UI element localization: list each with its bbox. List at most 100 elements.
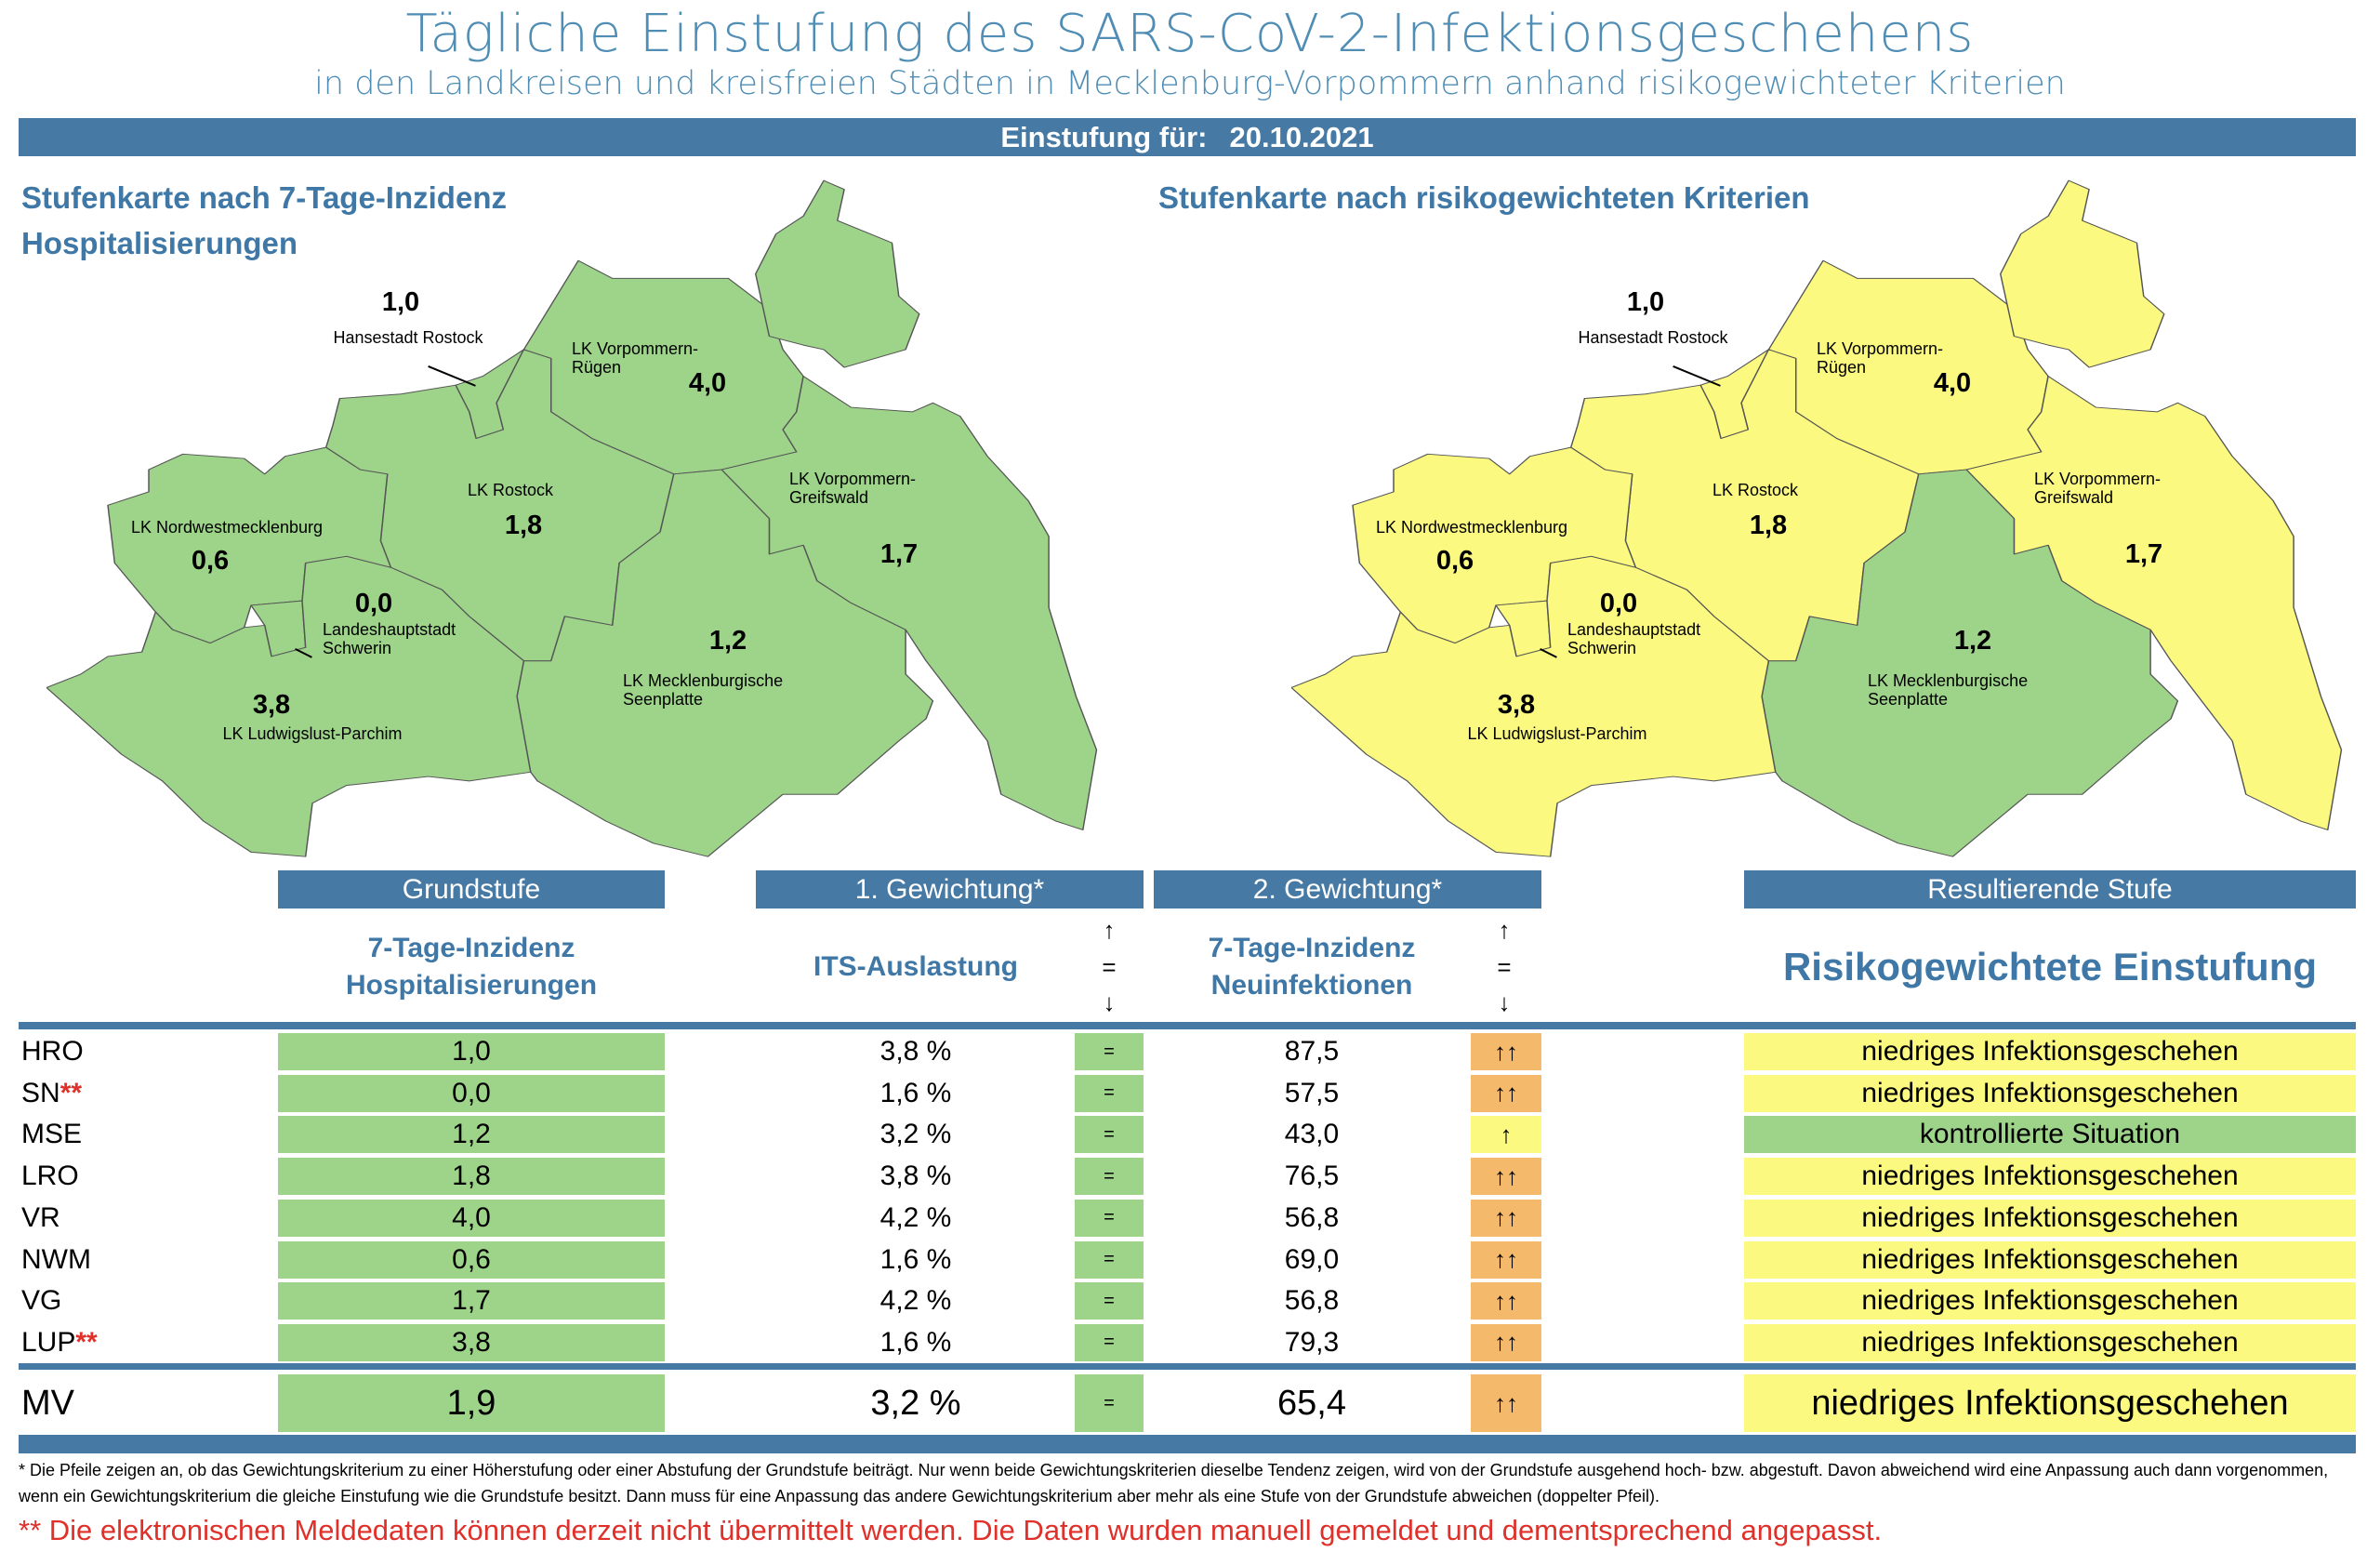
result-cell-text: niedriges Infektionsgeschehen	[1861, 1036, 2239, 1067]
neuinfektionen-cell-text: 87,5	[1284, 1036, 1340, 1067]
table-row: SN ** 0,0 1,6 % = 57,5 ↑↑ niedriges Infektionsg…	[0, 1074, 2380, 1112]
its-arrow-cell: =	[1075, 1033, 1144, 1070]
region-label: LK Ludwigslust-Parchim	[1467, 724, 1647, 743]
neuinfektionen-arrow-cell-text: ↑↑	[1494, 1286, 1518, 1315]
grundstufe-cell: 1,2	[278, 1116, 665, 1154]
neuinfektionen-arrow-cell: ↑	[1471, 1116, 1541, 1154]
neuinfektionen-cell-text: 76,5	[1284, 1160, 1340, 1192]
its-arrow-cell-text: =	[1104, 1207, 1115, 1228]
neuinfektionen-arrow-cell-text: ↑↑	[1494, 1328, 1518, 1357]
neuinfektionen-cell-text: 79,3	[1284, 1326, 1340, 1358]
manual-data-marker: **	[60, 1077, 83, 1108]
region-label: LK Mecklenburgische Seenplatte	[1868, 671, 2029, 709]
header-gewichtung-1: 1. Gewichtung*	[756, 870, 1144, 908]
neuinfektionen-cell: 69,0	[1167, 1241, 1457, 1279]
its-cell-text: 4,2 %	[879, 1201, 952, 1233]
subheader-neuinfektionen: 7-Tage-Inzidenz Neuinfektionen	[1208, 933, 1416, 1001]
neuinfektionen-arrow-cell-text: ↑↑	[1494, 1203, 1518, 1232]
left-map-svg	[46, 179, 1098, 857]
district-code: VG	[21, 1282, 61, 1320]
grundstufe-cell: 0,0	[278, 1074, 665, 1112]
result-cell: niedriges Infektionsgeschehen	[1744, 1074, 2356, 1112]
region-label: Landeshauptstadt Schwerin	[1567, 620, 1701, 657]
region-label: Hansestadt Rostock	[1578, 328, 1728, 347]
its-arrow-cell: =	[1075, 1074, 1144, 1112]
table-row: LUP ** 3,8 1,6 % = 79,3 ↑↑ niedriges Infektions…	[0, 1323, 2380, 1361]
district-code: MV	[21, 1374, 74, 1432]
its-arrow-cell-text: =	[1104, 1249, 1115, 1269]
grundstufe-cell: 1,9	[278, 1374, 665, 1432]
total-row: MV 1,9 3,2 % = 65,4 ↑↑ niedriges Infektionsges…	[0, 1374, 2380, 1432]
date-value: 20.10.2021	[1229, 120, 1374, 153]
result-cell: niedriges Infektionsgeschehen	[1744, 1240, 2356, 1279]
its-cell: 3,8 %	[772, 1033, 1060, 1070]
manual-data-marker: **	[75, 1326, 98, 1358]
result-cell: niedriges Infektionsgeschehen	[1744, 1323, 2356, 1361]
district-code: LUP **	[21, 1324, 98, 1361]
result-cell: niedriges Infektionsgeschehen	[1744, 1199, 2356, 1237]
neuinfektionen-cell-text: 69,0	[1284, 1243, 1340, 1275]
page-title: Tägliche Einstufung des SARS-CoV-2-Infek…	[405, 4, 1975, 64]
its-cell-text: 1,6 %	[879, 1326, 952, 1358]
neuinfektionen-cell-text: 56,8	[1284, 1201, 1340, 1233]
region-label: LK Mecklenburgische Seenplatte	[623, 671, 784, 709]
neuinfektionen-cell: 76,5	[1167, 1158, 1457, 1195]
region-label: LK Nordwestmecklenburg	[1375, 518, 1568, 537]
result-cell-text: niedriges Infektionsgeschehen	[1861, 1285, 2239, 1317]
grundstufe-cell-text: 0,6	[452, 1243, 491, 1275]
region-value: 4,0	[688, 368, 727, 398]
equal-icon: =	[1102, 953, 1117, 981]
region-value: 0,0	[354, 589, 393, 618]
its-cell-text: 1,6 %	[879, 1243, 952, 1275]
district-code-text: VR	[21, 1201, 60, 1233]
region-label: LK Vorpommern- Rügen	[572, 339, 699, 377]
its-arrow-cell-text: =	[1104, 1041, 1115, 1062]
result-cell-text: niedriges Infektionsgeschehen	[1861, 1326, 2239, 1358]
table-row: LRO 1,8 3,8 % = 76,5 ↑↑ niedriges Infektionsge…	[0, 1158, 2380, 1196]
neuinfektionen-cell: 56,8	[1167, 1282, 1457, 1320]
region-value: 1,2	[1953, 626, 1992, 656]
grundstufe-cell: 4,0	[278, 1199, 665, 1237]
footnote-arrows: * Die Pfeile zeigen an, ob das Gewichtun…	[19, 1461, 2329, 1505]
region-vr[interactable]	[2000, 179, 2165, 368]
region-label: LK Rostock	[1712, 481, 1799, 499]
district-code-text: NWM	[21, 1243, 91, 1275]
neuinfektionen-cell-text: 56,8	[1284, 1285, 1340, 1317]
grundstufe-cell-text: 1,9	[446, 1383, 496, 1423]
region-value: 0,6	[1435, 546, 1474, 576]
its-arrow-cell: =	[1075, 1116, 1144, 1154]
result-cell-text: niedriges Infektionsgeschehen	[1861, 1201, 2239, 1233]
its-arrow-cell: =	[1075, 1240, 1144, 1279]
header-grundstufe: Grundstufe	[278, 870, 665, 908]
region-label: LK Rostock	[467, 481, 554, 499]
result-cell: niedriges Infektionsgeschehen	[1744, 1374, 2356, 1432]
region-vr[interactable]	[755, 179, 920, 368]
region-lup[interactable]	[46, 555, 532, 857]
its-arrow-cell: =	[1075, 1374, 1144, 1432]
grundstufe-cell: 0,6	[278, 1240, 665, 1279]
left-map: 1,0 Hansestadt Rostock 4,0 LK Vorpommern- R…	[46, 163, 1116, 860]
region-mse[interactable]	[1761, 469, 2179, 857]
result-cell-text: niedriges Infektionsgeschehen	[1861, 1160, 2239, 1192]
region-lup[interactable]	[1291, 555, 1777, 857]
neuinfektionen-arrow-cell: ↑↑	[1471, 1033, 1541, 1070]
district-code: MSE	[21, 1116, 82, 1153]
region-label: Hansestadt Rostock	[333, 328, 483, 347]
arrow-up-icon: ↑	[1498, 916, 1511, 944]
its-arrow-cell: =	[1075, 1323, 1144, 1361]
region-value: 1,8	[504, 511, 543, 540]
district-code: SN **	[21, 1075, 82, 1112]
page-subtitle: in den Landkreisen und kreisfreien Städt…	[314, 65, 2066, 102]
subheader-hospitalisierungen: 7-Tage-Inzidenz Hospitalisierungen	[345, 933, 598, 1001]
region-mse[interactable]	[516, 469, 934, 857]
table-row: VG 1,7 4,2 % = 56,8 ↑↑ niedriges Infektionsges…	[0, 1282, 2380, 1320]
table-row: HRO 1,0 3,8 % = 87,5 ↑↑ niedriges Infektionsge…	[0, 1033, 2380, 1070]
grundstufe-cell-text: 1,8	[452, 1160, 491, 1192]
date-label: Einstufung für:	[1000, 120, 1208, 153]
its-arrow-cell-text: =	[1104, 1332, 1115, 1353]
result-cell-text: niedriges Infektionsgeschehen	[1861, 1077, 2239, 1108]
its-cell-text: 3,2 %	[879, 1119, 952, 1150]
region-value: 1,7	[879, 539, 919, 569]
district-code-text: VG	[21, 1285, 62, 1317]
grundstufe-cell: 3,8	[278, 1323, 665, 1361]
